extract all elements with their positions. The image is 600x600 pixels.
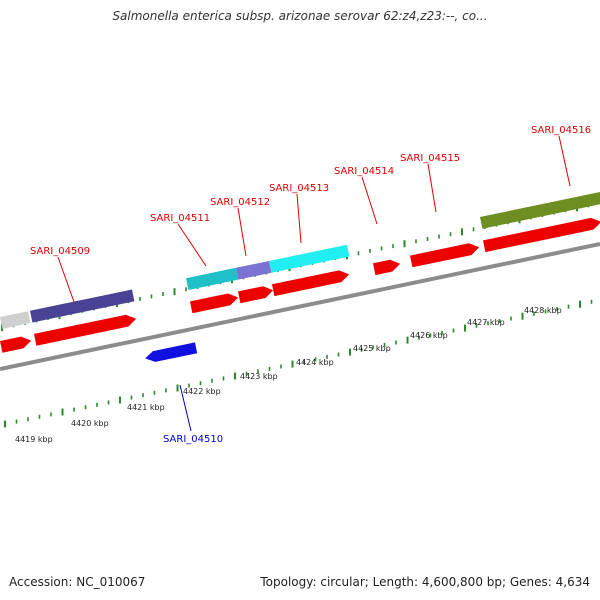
summary-text: Topology: circular; Length: 4,600,800 bp… <box>260 575 590 589</box>
gene-label[interactable]: SARI_04514 <box>334 166 394 177</box>
lavender-feature[interactable] <box>236 261 272 280</box>
cds-arrow[interactable] <box>0 336 32 353</box>
gene-leader-line <box>558 135 571 187</box>
gene-leader-line <box>361 176 378 225</box>
gene-label[interactable]: SARI_04516 <box>531 125 591 136</box>
gene-label[interactable]: SARI_04513 <box>269 183 329 194</box>
gray-feature[interactable] <box>0 311 31 329</box>
gene-label[interactable]: SARI_04511 <box>150 213 210 224</box>
gene-leader-line <box>427 163 437 213</box>
map-title: Salmonella enterica subsp. arizonae sero… <box>112 9 488 23</box>
reverse-strand-feature[interactable] <box>145 342 198 362</box>
gene-leader-line <box>57 256 75 303</box>
cds-arrow[interactable] <box>483 217 600 253</box>
cds-arrow[interactable] <box>238 286 274 304</box>
kbp-label: 4428 kbp <box>524 306 562 315</box>
cds-arrow[interactable] <box>410 243 480 268</box>
tick-row-lower <box>4 299 593 428</box>
gene-label[interactable]: SARI_04515 <box>400 153 460 164</box>
kbp-label: 4424 kbp <box>296 358 334 367</box>
gene-leader-line <box>237 207 247 257</box>
backbone-line <box>0 242 600 371</box>
teal-feature[interactable] <box>186 267 239 290</box>
kbp-label: 4420 kbp <box>71 419 109 428</box>
olive-feature[interactable] <box>480 192 600 229</box>
gene-leader-line <box>177 223 207 267</box>
kbp-label: 4422 kbp <box>183 387 221 396</box>
gene-label[interactable]: SARI_04512 <box>210 197 270 208</box>
kbp-label: 4427 kbp <box>467 318 505 327</box>
kbp-label: 4421 kbp <box>127 403 165 412</box>
gene-leader-line <box>179 384 192 432</box>
label-layer: 4419 kbp 4420 kbp 4421 kbp 4422 kbp 4423 kbp… <box>15 125 591 445</box>
kbp-label: 4426 kbp <box>410 331 448 340</box>
cds-arrow[interactable] <box>34 314 137 346</box>
gene-leader-line <box>296 193 302 244</box>
kbp-label: 4423 kbp <box>240 372 278 381</box>
cds-arrow[interactable] <box>190 293 239 314</box>
gene-label[interactable]: SARI_04510 <box>163 434 223 445</box>
cds-arrow[interactable] <box>272 270 350 297</box>
accession-text: Accession: NC_010067 <box>9 575 146 589</box>
kbp-label: 4425 kbp <box>353 344 391 353</box>
kbp-label: 4419 kbp <box>15 435 53 444</box>
cds-arrow[interactable] <box>373 259 401 276</box>
feature-layer <box>0 192 600 362</box>
cyan-feature[interactable] <box>269 244 350 273</box>
gene-label[interactable]: SARI_04509 <box>30 246 90 257</box>
navy-feature[interactable] <box>30 289 135 323</box>
